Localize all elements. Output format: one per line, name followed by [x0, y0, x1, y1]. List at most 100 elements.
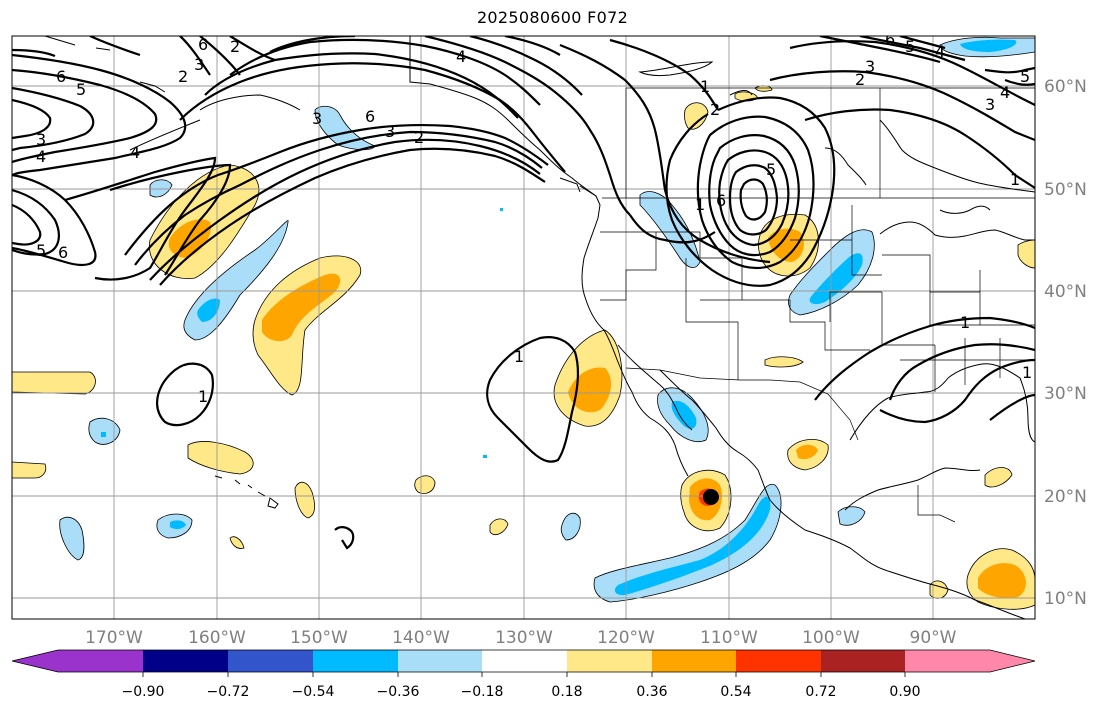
contour-label: 4 — [935, 42, 945, 61]
contour-label: 4 — [456, 47, 466, 66]
lon-label: 90°W — [910, 628, 957, 648]
lat-label: 40°N — [1044, 282, 1087, 302]
map-title: 2025080600 F072 — [476, 8, 629, 27]
contour-label: 3 — [385, 122, 395, 141]
map-plot-area: 6 5 4 3 2 2 3 6 4 5 6 3 6 3 2 1 2 4 1 5 … — [12, 30, 1035, 619]
contour-label: 6 — [365, 107, 375, 126]
colorbar-tick: −0.18 — [461, 684, 504, 700]
lon-label: 130°W — [495, 628, 553, 648]
colorbar-tick: −0.54 — [292, 684, 335, 700]
anomaly-area — [984, 467, 1013, 488]
colorbar-segment — [990, 650, 1035, 672]
anomaly-area — [414, 475, 436, 494]
storm-center-marker — [703, 489, 719, 505]
anomaly-area — [12, 371, 96, 395]
contour-label: 1 — [1010, 170, 1020, 189]
lon-label: 110°W — [700, 628, 758, 648]
contour-label: 2 — [230, 37, 240, 56]
colorbar-segment — [736, 650, 821, 672]
contour-label: 2 — [855, 70, 865, 89]
anomaly-area — [500, 208, 503, 211]
contour-label: 5 — [766, 160, 776, 179]
contour-label: 4 — [36, 147, 46, 166]
contour-label: 5 — [76, 80, 86, 99]
colorbar-segment — [143, 650, 228, 672]
lon-label: 100°W — [802, 628, 860, 648]
lon-label: 170°W — [85, 628, 143, 648]
anomaly-area — [593, 483, 782, 603]
colorbar-segment — [482, 650, 567, 672]
colorbar-segment — [228, 650, 313, 672]
anomaly-area — [489, 518, 509, 535]
anomaly-area — [960, 39, 1017, 52]
lon-label: 120°W — [597, 628, 655, 648]
contour-label: 6 — [885, 30, 895, 49]
contour-label: 6 — [716, 191, 726, 210]
contour-label: 1 — [700, 77, 710, 96]
anomaly-area — [764, 356, 804, 368]
anomaly-area — [170, 520, 186, 530]
contour-label: 1 — [695, 195, 705, 214]
anomaly-area — [294, 481, 316, 519]
colorbar-tick: −0.72 — [207, 684, 250, 700]
anomaly-area — [978, 563, 1026, 598]
anomaly-area — [796, 444, 818, 460]
colorbar-segment — [567, 650, 652, 672]
colorbar-segment — [58, 650, 143, 672]
contour-label: 1 — [198, 387, 208, 406]
colorbar-tick: 0.90 — [889, 684, 920, 700]
anomaly-area — [768, 228, 804, 262]
contour-label: 6 — [198, 35, 208, 54]
political-borders — [600, 87, 1035, 523]
negative-anomaly-fields — [59, 36, 1035, 603]
colorbar-tick: 0.72 — [805, 684, 836, 700]
lon-label: 140°W — [392, 628, 450, 648]
contour-label: 1 — [960, 313, 970, 332]
anomaly-area — [229, 536, 245, 549]
colorbar-segment — [313, 650, 398, 672]
anomaly-area — [837, 506, 866, 526]
contour-label: 5 — [905, 37, 915, 56]
contour-label: 1 — [514, 347, 524, 366]
contour-label: 5 — [36, 241, 46, 260]
contour-label: 4 — [1000, 83, 1010, 102]
contour-label: 1 — [1022, 363, 1032, 382]
colorbar-segment — [12, 650, 58, 672]
anomaly-area — [12, 461, 47, 479]
anomaly-area — [1017, 239, 1035, 269]
coastlines — [409, 36, 1035, 619]
colorbar-tick: −0.90 — [122, 684, 165, 700]
contour-label: 4 — [130, 143, 140, 162]
anomaly-area — [88, 417, 121, 445]
colorbar-tick: 0.36 — [636, 684, 667, 700]
anomaly-area — [187, 441, 254, 475]
colorbar-segment — [821, 650, 905, 672]
anomaly-area — [671, 400, 697, 429]
anomaly-area — [560, 512, 581, 541]
latitude-axis: 60°N 50°N 40°N 30°N 20°N 10°N — [1044, 77, 1087, 609]
contour-label: 2 — [178, 67, 188, 86]
contour-label: 6 — [58, 243, 68, 262]
anomaly-area — [483, 455, 487, 458]
anomaly-area — [149, 179, 173, 198]
anomaly-area — [101, 432, 106, 437]
contour-label: 3 — [865, 57, 875, 76]
colorbar-segment — [652, 650, 736, 672]
lon-label: 160°W — [188, 628, 246, 648]
islands — [44, 36, 753, 509]
anomaly-area — [59, 516, 85, 561]
lat-label: 50°N — [1044, 180, 1087, 200]
anomaly-area — [197, 298, 220, 322]
contour-label: 6 — [56, 67, 66, 86]
longitude-axis: 170°W 160°W 150°W 140°W 130°W 120°W 110°… — [85, 628, 957, 648]
colorbar-tick: 0.54 — [720, 684, 751, 700]
contour-label: 3 — [312, 109, 322, 128]
anomaly-area — [754, 85, 773, 92]
anomaly-area — [684, 102, 709, 130]
contour-label: 3 — [194, 55, 204, 74]
lat-label: 20°N — [1044, 487, 1087, 507]
contour-labels: 6 5 4 3 2 2 3 6 4 5 6 3 6 3 2 1 2 4 1 5 … — [36, 30, 1032, 406]
contour-lines — [12, 36, 1035, 550]
colorbar-segment — [905, 650, 990, 672]
